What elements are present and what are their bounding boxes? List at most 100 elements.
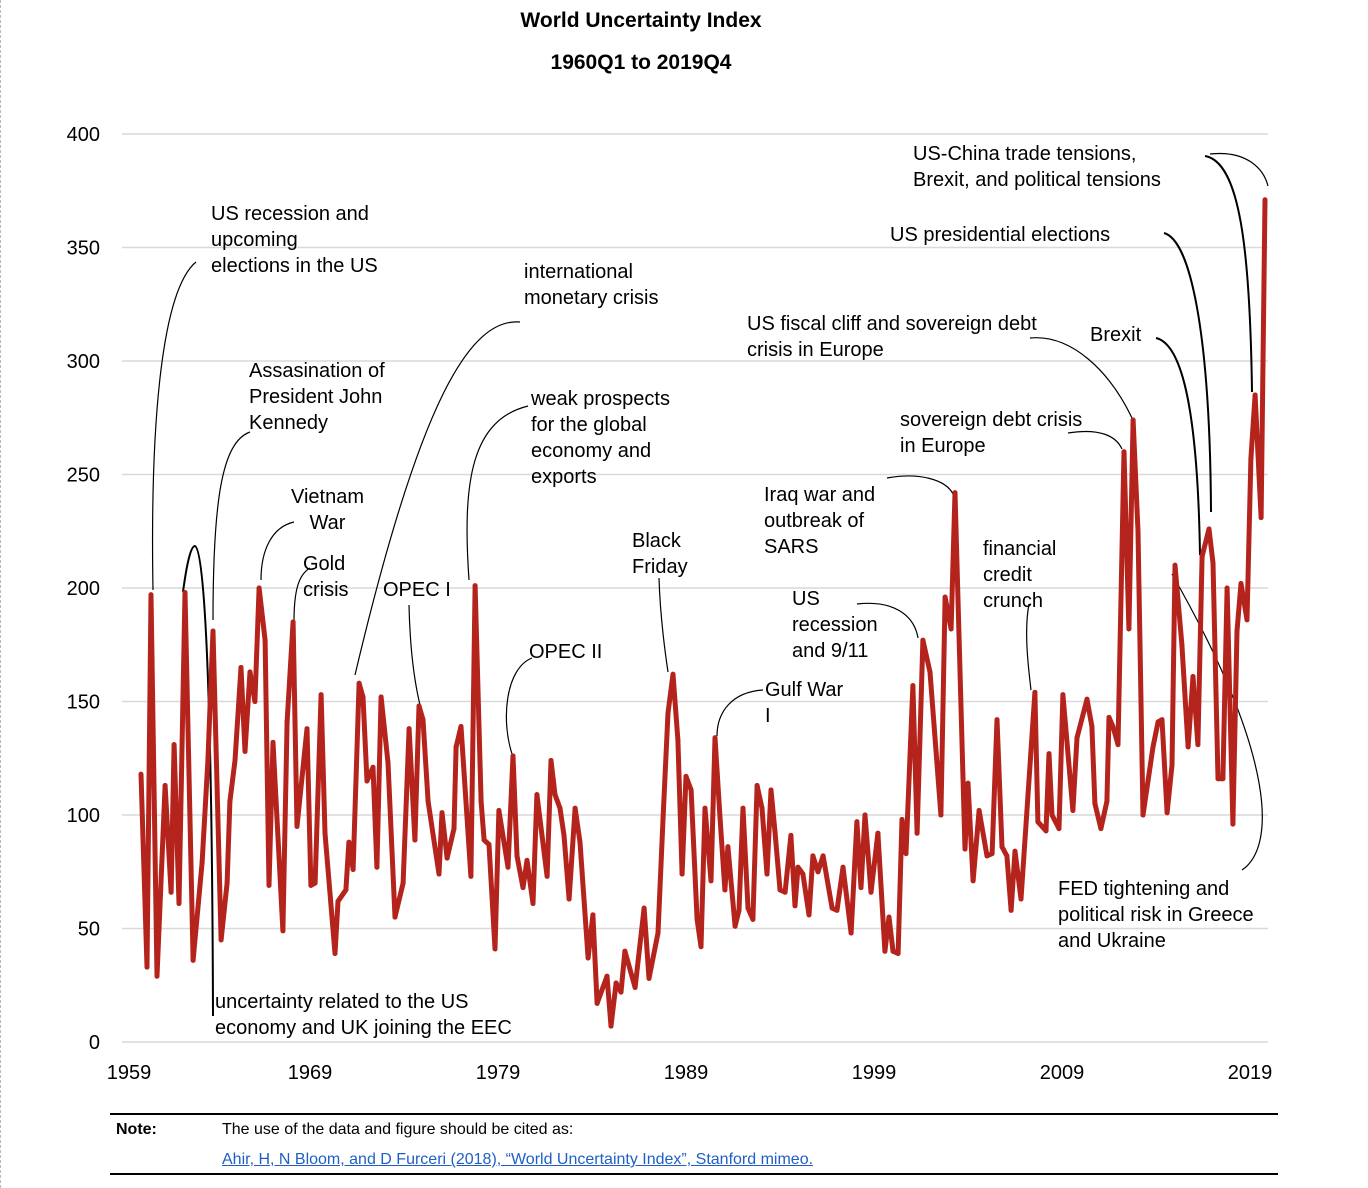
data-point xyxy=(552,792,558,798)
annotation-line: FED tightening and xyxy=(1058,878,1230,900)
data-point xyxy=(1169,762,1175,768)
data-point xyxy=(632,985,638,990)
data-point xyxy=(914,830,920,836)
leader-recession-911 xyxy=(856,602,919,639)
data-point xyxy=(815,869,821,875)
annotation-line: economy and UK joining the EEC xyxy=(215,1017,512,1039)
annotation-weak-prospects: weak prospects for the global economy and e… xyxy=(531,386,670,490)
data-point xyxy=(1185,744,1191,750)
data-point xyxy=(162,783,168,788)
data-point xyxy=(1104,798,1110,804)
annotation-line: US presidential elections xyxy=(890,224,1111,246)
y-tick-label-50: 50 xyxy=(78,919,100,941)
data-point xyxy=(1126,626,1132,632)
data-point xyxy=(1172,562,1178,568)
data-point xyxy=(698,944,704,950)
annotation-kennedy: Assasination of President John Kennedy xyxy=(249,358,385,436)
y-tick-label-400: 400 xyxy=(67,124,100,146)
data-point xyxy=(1206,526,1212,532)
chart-subtitle: 1960Q1 to 2019Q4 xyxy=(550,51,732,74)
data-point xyxy=(182,590,188,595)
annotation-line: in Europe xyxy=(900,435,986,457)
annotation-opec2: OPEC II xyxy=(529,639,602,665)
data-point xyxy=(622,948,628,954)
data-point xyxy=(750,916,756,922)
annotation-line: I xyxy=(765,705,771,727)
annotation-black-friday: Black Friday xyxy=(632,528,688,580)
data-point xyxy=(875,830,881,836)
data-point xyxy=(557,805,563,811)
data-point xyxy=(481,837,487,843)
leader-fiscal-cliff xyxy=(1029,337,1133,419)
data-point xyxy=(270,739,276,745)
data-point xyxy=(970,878,976,884)
annotation-line: US-China trade tensions, xyxy=(913,143,1137,165)
data-point xyxy=(534,792,540,798)
data-point xyxy=(510,753,516,759)
data-point xyxy=(675,737,681,743)
data-point xyxy=(688,787,694,793)
data-point xyxy=(1056,826,1062,832)
footer-bottom-rule xyxy=(110,1173,1278,1175)
data-point xyxy=(458,724,464,729)
data-point xyxy=(218,937,224,943)
data-point xyxy=(412,837,418,843)
data-point xyxy=(400,880,406,886)
data-point xyxy=(1262,197,1268,203)
data-point xyxy=(566,896,572,902)
data-point xyxy=(1190,674,1196,679)
data-point xyxy=(199,860,205,866)
leader-sovereign-debt xyxy=(1067,430,1123,450)
data-point xyxy=(670,671,676,677)
data-point xyxy=(722,887,728,893)
data-point xyxy=(262,637,268,643)
annotation-line: sovereign debt crisis xyxy=(900,409,1083,431)
data-point xyxy=(840,864,846,870)
annotation-monetary: international monetary crisis xyxy=(524,259,658,311)
leader-us-china-2 xyxy=(1209,152,1269,187)
annotation-line: Vietnam xyxy=(291,486,365,508)
annotation-line: US recession and xyxy=(211,203,369,225)
data-point xyxy=(660,814,666,820)
data-point xyxy=(280,928,286,934)
leader-us-elections xyxy=(1163,232,1212,513)
citation-link[interactable]: Ahir, H, N Bloom, and D Furceri (2018), … xyxy=(222,1151,814,1168)
data-point xyxy=(468,873,474,879)
leader-opec1 xyxy=(408,604,421,706)
data-point xyxy=(854,819,860,825)
series-line-world-uncertainty-index xyxy=(138,199,1268,1029)
annotation-line: for the global xyxy=(531,414,647,436)
data-point xyxy=(590,912,596,918)
annotation-line: Kennedy xyxy=(249,412,328,434)
data-point xyxy=(764,871,770,877)
data-point xyxy=(343,887,349,893)
x-axis-tick-labels: 1959 1969 1979 1989 1999 2009 2019 xyxy=(107,1062,1273,1084)
data-point xyxy=(1089,724,1095,729)
data-point xyxy=(962,846,968,852)
chart-title: World Uncertainty Index xyxy=(520,9,762,32)
data-point xyxy=(1244,617,1250,623)
data-point xyxy=(1179,642,1185,648)
data-point xyxy=(788,832,794,838)
data-point xyxy=(1159,717,1165,723)
data-point xyxy=(800,871,806,877)
data-point xyxy=(886,914,892,920)
data-point xyxy=(942,594,948,600)
data-point xyxy=(732,923,738,929)
data-point xyxy=(1012,848,1018,854)
annotation-recession-911: US recession and 9/11 xyxy=(792,586,878,664)
data-point xyxy=(938,812,944,818)
data-point xyxy=(1238,581,1244,586)
data-point xyxy=(439,810,445,816)
data-point xyxy=(708,878,714,884)
data-point xyxy=(1121,449,1127,455)
data-point xyxy=(561,832,567,838)
data-point xyxy=(903,851,909,857)
data-point xyxy=(168,889,174,895)
data-point xyxy=(976,808,982,813)
data-point xyxy=(1164,810,1170,816)
data-point xyxy=(308,882,314,888)
data-point xyxy=(451,826,457,832)
data-point xyxy=(144,964,150,970)
data-point xyxy=(1070,808,1076,813)
